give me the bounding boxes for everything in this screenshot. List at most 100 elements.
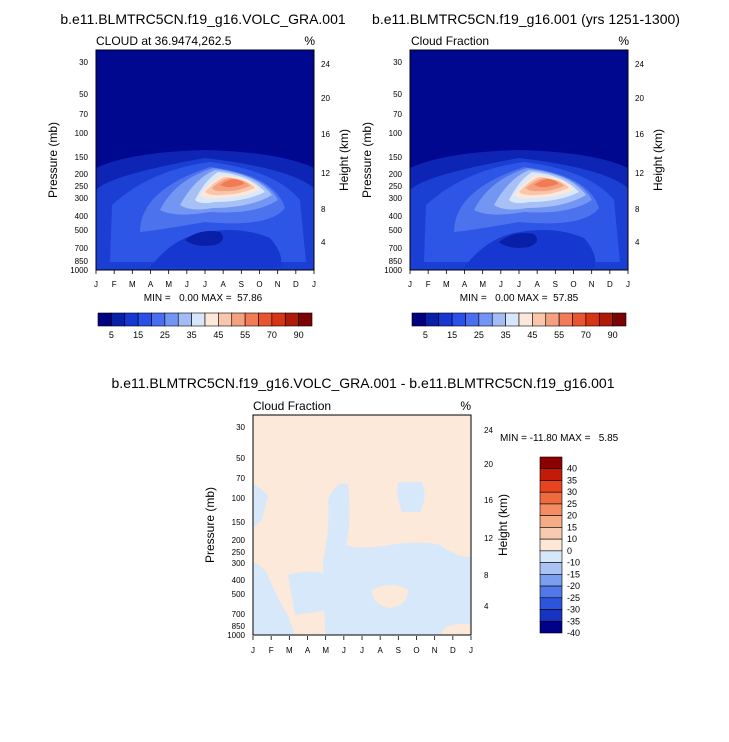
panel1-htick: 8: [321, 205, 326, 214]
panel3-ytick: 850: [232, 622, 246, 631]
colorbar-label: 70: [267, 330, 277, 340]
panel1-title: b.e11.BLMTRC5CN.f19_g16.VOLC_GRA.001: [60, 11, 346, 27]
panel3-ytick: 300: [232, 559, 246, 568]
colorbar-swatch: [539, 480, 563, 493]
panel3-plot-area: [252, 414, 472, 636]
month-label: F: [112, 280, 117, 289]
panel1-height-ticks: 24 20 16 12 8 4: [321, 60, 330, 247]
panel-volc: b.e11.BLMTRC5CN.f19_g16.VOLC_GRA.001 CLO…: [46, 11, 351, 340]
month-label: O: [413, 646, 419, 655]
panel3-ylabel-right: Height (km): [496, 494, 510, 556]
panel3-ytick: 700: [232, 610, 246, 619]
panel2-ytick: 500: [389, 226, 403, 235]
colorbar-swatch: [465, 312, 480, 327]
colorbar-label: -25: [567, 593, 580, 603]
month-label: M: [479, 280, 486, 289]
panel3-htick: 8: [484, 571, 489, 580]
month-label: J: [499, 280, 503, 289]
colorbar-label: 10: [567, 534, 577, 544]
colorbar-label: 45: [213, 330, 223, 340]
month-label: J: [185, 280, 189, 289]
panel3-ylabel: Pressure (mb): [203, 487, 217, 563]
panel1-colorbar: 5 15 25 35 45 55 70 90: [97, 312, 313, 340]
colorbar-swatch: [598, 312, 613, 327]
panel2-ytick: 1000: [384, 266, 402, 275]
colorbar-swatch: [298, 312, 313, 327]
colorbar-swatch: [244, 312, 259, 327]
panel2-ylabel: Pressure (mb): [360, 122, 374, 198]
colorbar-swatch: [258, 312, 273, 327]
colorbar-label: 15: [567, 522, 577, 532]
panel2-title: b.e11.BLMTRC5CN.f19_g16.001 (yrs 1251-13…: [372, 11, 680, 27]
panel2-height-ticks: 24 20 16 12 8 4: [635, 60, 644, 247]
panel1-ytick: 250: [75, 182, 89, 191]
colorbar-swatch: [612, 312, 627, 327]
colorbar-swatch: [539, 527, 563, 540]
month-label: F: [426, 280, 431, 289]
panel2-y-ticks: 30 50 70 100 150 200 250 300 400 500 700…: [384, 58, 402, 275]
colorbar-swatch: [585, 312, 600, 327]
panel3-ytick: 200: [232, 536, 246, 545]
panel3-ytick: 70: [236, 474, 245, 483]
month-label: D: [293, 280, 299, 289]
colorbar-swatch: [572, 312, 587, 327]
colorbar-label: -10: [567, 558, 580, 568]
panel2-subtitle: Cloud Fraction: [411, 34, 489, 48]
month-label: S: [239, 280, 244, 289]
panel1-ytick: 100: [75, 129, 89, 138]
month-label: N: [432, 646, 438, 655]
month-label: S: [396, 646, 401, 655]
panel2-stats: MIN = 0.00 MAX = 57.85: [460, 293, 579, 304]
panel2-ytick: 30: [393, 58, 402, 67]
colorbar-swatch: [539, 515, 563, 528]
panel2-htick: 24: [635, 60, 644, 69]
colorbar-swatch: [539, 491, 563, 505]
panel2-htick: 12: [635, 169, 644, 178]
month-label: M: [286, 646, 293, 655]
panel1-ytick: 50: [79, 90, 88, 99]
colorbar-label: 30: [567, 487, 577, 497]
panel3-htick: 4: [484, 602, 489, 611]
panel3-ytick: 50: [236, 454, 245, 463]
panel3-subtitle: Cloud Fraction: [253, 399, 331, 413]
panel1-plot-area: [95, 49, 315, 271]
month-label: F: [269, 646, 274, 655]
colorbar-swatch: [518, 312, 533, 327]
colorbar-swatch: [505, 312, 520, 327]
panel3-stats: MIN = -11.80 MAX = 5.85: [500, 433, 619, 444]
colorbar-label: 35: [501, 330, 511, 340]
month-label: M: [443, 280, 450, 289]
panel3-y-ticks: 30 50 70 100 150 200 250 300 400 500 700…: [227, 423, 245, 640]
colorbar-label: 25: [567, 499, 577, 509]
panel2-ytick: 400: [389, 212, 403, 221]
panel2-ylabel-right: Height (km): [651, 129, 665, 191]
panel3-title: b.e11.BLMTRC5CN.f19_g16.VOLC_GRA.001 - b…: [112, 375, 615, 391]
colorbar-swatch: [539, 585, 563, 599]
colorbar-swatch: [124, 312, 139, 327]
panel1-ytick: 850: [75, 257, 89, 266]
colorbar-label: 25: [474, 330, 484, 340]
colorbar-swatch: [539, 456, 563, 470]
panel2-ytick: 250: [389, 182, 403, 191]
panel1-ytick: 1000: [70, 266, 88, 275]
panel3-htick: 20: [484, 460, 493, 469]
colorbar-swatch: [539, 609, 563, 622]
month-label: M: [165, 280, 172, 289]
panel2-ytick: 70: [393, 110, 402, 119]
panel2-units: %: [618, 34, 629, 48]
panel3-htick: 12: [484, 534, 493, 543]
colorbar-label: 45: [527, 330, 537, 340]
panel1-ytick: 30: [79, 58, 88, 67]
colorbar-label: -20: [567, 581, 580, 591]
colorbar-swatch: [438, 312, 453, 327]
panel2-ytick: 300: [389, 194, 403, 203]
month-label: J: [251, 646, 255, 655]
month-label: J: [94, 280, 98, 289]
panel1-htick: 4: [321, 238, 326, 247]
colorbar-label: 55: [240, 330, 250, 340]
panel2-ytick: 100: [389, 129, 403, 138]
colorbar-swatch: [539, 550, 563, 563]
panel3-height-ticks: 24 20 16 12 8 4: [484, 426, 493, 611]
